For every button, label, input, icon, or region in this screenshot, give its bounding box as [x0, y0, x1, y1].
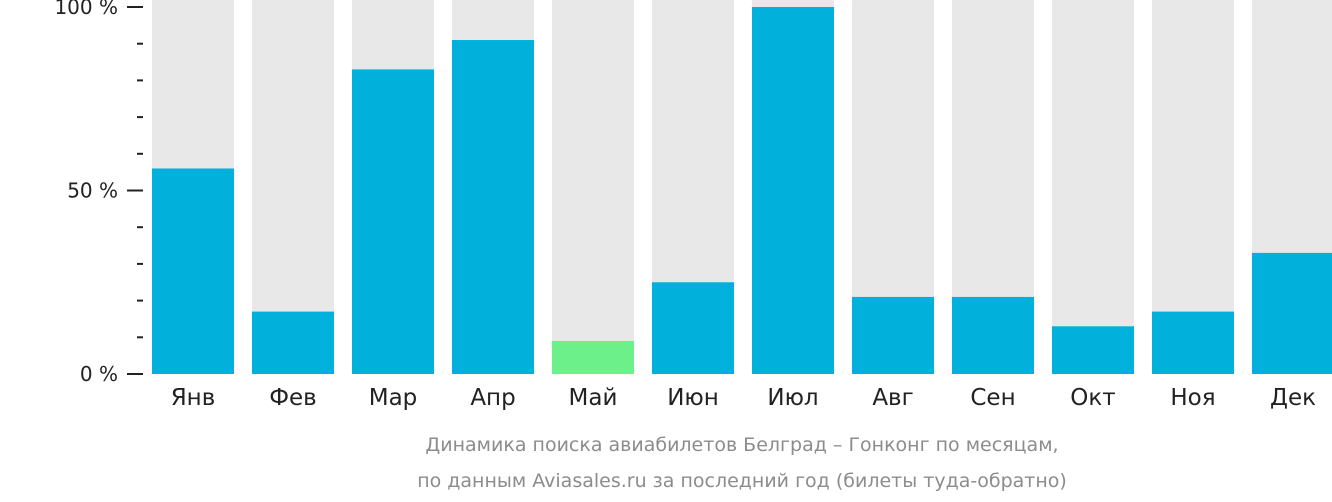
bar-background-5 — [552, 0, 634, 374]
x-tick-label-4: Апр — [470, 385, 515, 411]
bar-8 — [852, 296, 934, 374]
bar-1 — [152, 168, 234, 374]
bar-group — [152, 7, 1332, 374]
x-tick-label-9: Сен — [970, 385, 1015, 411]
x-tick-label-7: Июл — [767, 385, 818, 411]
x-tick-label-3: Мар — [369, 385, 418, 411]
y-axis: 0 % 50 % 100 % — [54, 0, 143, 386]
bar-2 — [252, 311, 334, 374]
bar-11 — [1152, 311, 1234, 374]
bar-7 — [752, 7, 834, 374]
y-tick-label-0: 0 % — [80, 362, 118, 386]
bar-10 — [1052, 326, 1134, 374]
bar-3 — [352, 69, 434, 374]
chart-caption: Динамика поиска авиабилетов Белград – Го… — [417, 434, 1067, 492]
x-tick-label-8: Авг — [872, 385, 913, 411]
x-tick-label-6: Июн — [667, 385, 719, 411]
x-tick-label-12: Дек — [1270, 385, 1316, 411]
bar-12 — [1252, 252, 1332, 374]
caption-line-2: по данным Aviasales.ru за последний год … — [417, 470, 1067, 492]
x-tick-label-10: Окт — [1070, 385, 1115, 411]
x-axis: Янв Фев Мар Апр Май Июн Июл Авг Сен Окт Ноя Дек — [171, 385, 1316, 411]
x-tick-label-5: Май — [569, 385, 618, 411]
bar-background-10 — [1052, 0, 1134, 374]
x-tick-label-11: Ноя — [1170, 385, 1215, 411]
caption-line-1: Динамика поиска авиабилетов Белград – Го… — [425, 434, 1058, 456]
bar-5 — [552, 340, 634, 374]
x-tick-label-2: Фев — [269, 385, 317, 411]
y-tick-label-100: 100 % — [54, 0, 118, 19]
bar-6 — [652, 282, 734, 374]
bar-4 — [452, 40, 534, 374]
y-tick-label-50: 50 % — [67, 179, 118, 203]
bar-9 — [952, 296, 1034, 374]
x-tick-label-1: Янв — [171, 385, 216, 411]
